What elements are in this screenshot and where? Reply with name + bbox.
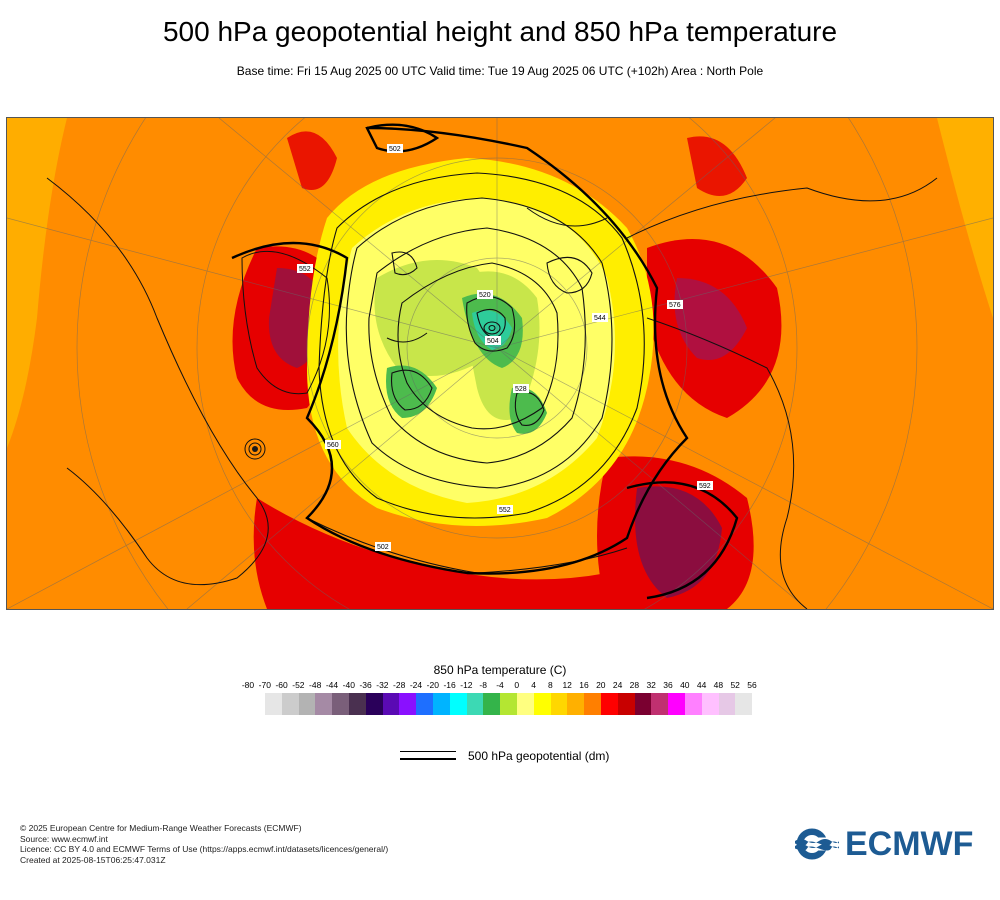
temperature-colorbar [265,693,753,715]
colorbar-tick-label: 20 [596,680,606,690]
colorbar-tick-label: -40 [342,680,355,690]
geopotential-legend-label: 500 hPa geopotential (dm) [468,749,610,763]
colorbar-swatch [399,693,417,715]
chart-subtitle: Base time: Fri 15 Aug 2025 00 UTC Valid … [236,64,764,78]
contour-label: 560 [327,442,339,449]
geopotential-line-thin [400,751,456,753]
colorbar-swatch [701,693,719,715]
contour-label: 528 [515,386,527,393]
ecmwf-logo-icon [795,828,839,860]
colorbar-tick-label: -20 [426,680,439,690]
contour-label: 520 [479,292,491,299]
colorbar-swatch [332,693,349,715]
colorbar-swatch [550,693,568,715]
colorbar-tick-label: 28 [629,680,640,690]
contour-label: 502 [377,544,389,551]
colorbar-tick-label: 16 [579,680,589,690]
colorbar-swatch [483,693,501,715]
colorbar-swatch [600,693,618,715]
temperature-ticks: -80 -70 -60 -52 -48 -44 -40 -36 -32 -28 -24 -20 -16-… [0,680,1000,692]
contour-label: 552 [499,507,511,514]
colorbar-tick-label: -70 [258,680,271,690]
footer-line: Source: www.ecmwf.int [20,833,108,844]
geopotential-line-thick [400,758,456,761]
colorbar-tick-label: 24 [612,680,623,690]
colorbar-swatch [281,693,299,715]
colorbar-swatch [265,693,282,715]
colorbar-tick-label: 32 [646,680,656,690]
colorbar-swatch [466,693,484,715]
colorbar-tick-label: 0 [514,680,520,690]
colorbar-swatch [567,693,585,715]
contour-label: 502 [389,146,401,153]
colorbar-tick-label: -12 [460,680,473,690]
colorbar-tick-label: 56 [747,680,757,690]
colorbar-swatch [651,693,669,715]
colorbar-tick-label: -44 [325,680,339,690]
colorbar-swatch [735,693,753,715]
footer-credits: © 2025 European Centre for Medium-Range … [20,823,388,865]
colorbar-swatch [449,693,467,715]
colorbar-tick-label: 36 [663,680,673,690]
contour-label: 552 [299,266,311,273]
colorbar-swatch [584,693,601,715]
colorbar-swatch [668,693,685,715]
colorbar-swatch [500,693,517,715]
colorbar-tick-label: -48 [309,680,322,690]
colorbar-tick-label: -32 [376,680,389,690]
colorbar-swatch [365,693,383,715]
chart-title: 500 hPa geopotential height and 850 hPa … [162,16,838,47]
colorbar-swatch [718,693,736,715]
colorbar-tick-label: 52 [730,680,740,690]
colorbar-tick-label: -8 [479,680,487,690]
temperature-legend-title: 850 hPa temperature (C) [433,663,567,677]
colorbar-swatch [416,693,433,715]
colorbar-swatch [432,693,450,715]
colorbar-tick-label: 44 [696,680,707,690]
colorbar-tick-label: -80 [241,680,255,690]
colorbar-swatch [348,693,366,715]
colorbar-tick-label: 12 [562,680,572,690]
map-svg: 502 502 552 552 592 576 560 544 528 520 … [7,118,993,609]
colorbar-tick-label: -52 [292,680,305,690]
colorbar-tick-label: -16 [443,680,456,690]
colorbar-swatch [315,693,333,715]
contour-label: 576 [669,302,681,309]
colorbar-tick-label: 48 [713,680,724,690]
footer-line: Licence: CC BY 4.0 and ECMWF Terms of Us… [20,844,389,855]
colorbar-tick-label: 4 [531,680,536,690]
ecmwf-logo[interactable]: ECMWF [795,825,973,863]
colorbar-tick-label: -36 [359,680,372,690]
colorbar-swatch [516,693,534,715]
contour-label: 544 [594,315,606,322]
contour-label: 592 [699,483,711,490]
colorbar-tick-label: -60 [275,680,288,690]
colorbar-swatch [298,693,316,715]
colorbar-swatch [617,693,635,715]
colorbar-tick-label: -4 [496,680,504,690]
ecmwf-logo-text: ECMWF [845,824,974,863]
colorbar-tick-label: 40 [680,680,690,690]
contour-label: 504 [487,338,499,345]
colorbar-swatch [382,693,400,715]
colorbar-swatch [684,693,702,715]
colorbar-tick-label: 8 [548,680,553,690]
colorbar-tick-label: -24 [409,680,423,690]
colorbar-tick-label: -28 [393,680,406,690]
colorbar-swatch [634,693,652,715]
colorbar-swatch [533,693,551,715]
footer-line: © 2025 European Centre for Medium-Range … [20,823,302,833]
forecast-map: 502 502 552 552 592 576 560 544 528 520 … [6,117,994,610]
footer-line: Created at 2025-08-15T06:25:47.031Z [20,854,166,865]
